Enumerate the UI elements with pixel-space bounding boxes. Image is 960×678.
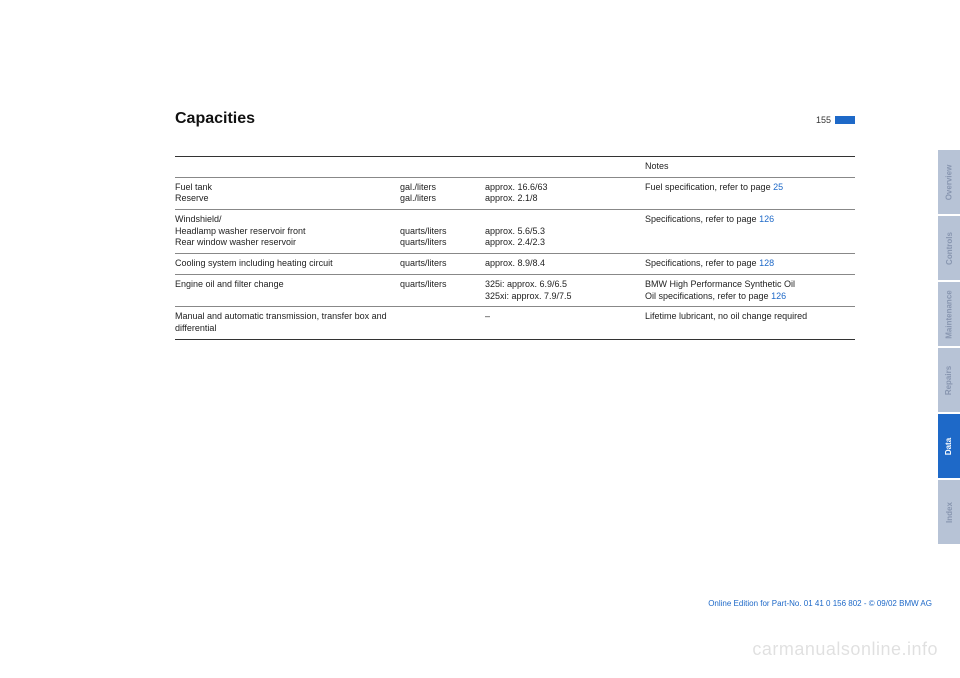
tab-label: Index bbox=[945, 502, 954, 523]
table-row: Windshield/Headlamp washer reservoir fro… bbox=[175, 210, 855, 254]
tab-maintenance[interactable]: Maintenance bbox=[938, 282, 960, 346]
cell-value: approx. 8.9/8.4 bbox=[485, 254, 645, 275]
note-text: Fuel specification, refer to page bbox=[645, 182, 773, 192]
cell-unit: quarts/liters bbox=[400, 274, 485, 306]
tab-repairs[interactable]: Repairs bbox=[938, 348, 960, 412]
page-link[interactable]: 126 bbox=[771, 291, 786, 301]
cell-unit: gal./litersgal./liters bbox=[400, 177, 485, 209]
page-link[interactable]: 25 bbox=[773, 182, 783, 192]
tab-label: Data bbox=[945, 437, 954, 454]
cell-unit bbox=[400, 307, 485, 339]
page-link[interactable]: 126 bbox=[759, 214, 774, 224]
cell-notes: Specifications, refer to page 128 bbox=[645, 254, 855, 275]
note-text: Lifetime lubricant, no oil change requir… bbox=[645, 311, 807, 321]
cell-unit: quarts/litersquarts/liters bbox=[400, 210, 485, 254]
footer-text: Online Edition for Part-No. 01 41 0 156 … bbox=[708, 599, 932, 608]
cell-notes: Fuel specification, refer to page 25 bbox=[645, 177, 855, 209]
page-mark bbox=[835, 116, 855, 124]
tab-overview[interactable]: Overview bbox=[938, 150, 960, 214]
cell-item: Manual and automatic transmission, trans… bbox=[175, 307, 400, 339]
cell-value: – bbox=[485, 307, 645, 339]
cell-item: Cooling system including heating circuit bbox=[175, 254, 400, 275]
cell-value: 325i: approx. 6.9/6.5325xi: approx. 7.9/… bbox=[485, 274, 645, 306]
page-number-group: 155 bbox=[816, 115, 855, 125]
page-title: Capacities bbox=[175, 110, 255, 128]
tab-controls[interactable]: Controls bbox=[938, 216, 960, 280]
note-text: Specifications, refer to page bbox=[645, 258, 759, 268]
note-text: Specifications, refer to page bbox=[645, 214, 759, 224]
tab-label: Maintenance bbox=[945, 290, 954, 338]
tab-data[interactable]: Data bbox=[938, 414, 960, 478]
cell-item: Fuel tankReserve bbox=[175, 177, 400, 209]
table-header-row: Notes bbox=[175, 157, 855, 178]
table-row: Cooling system including heating circuit… bbox=[175, 254, 855, 275]
tab-label: Overview bbox=[945, 164, 954, 200]
cell-item: Engine oil and filter change bbox=[175, 274, 400, 306]
watermark: carmanualsonline.info bbox=[752, 639, 938, 660]
cell-item: Windshield/Headlamp washer reservoir fro… bbox=[175, 210, 400, 254]
cell-value: approx. 16.6/63approx. 2.1/8 bbox=[485, 177, 645, 209]
tab-label: Controls bbox=[945, 232, 954, 265]
cell-notes: Specifications, refer to page 126 bbox=[645, 210, 855, 254]
th-unit bbox=[400, 157, 485, 178]
cell-unit: quarts/liters bbox=[400, 254, 485, 275]
table-row: Manual and automatic transmission, trans… bbox=[175, 307, 855, 339]
tab-label: Repairs bbox=[945, 365, 954, 394]
page-number: 155 bbox=[816, 115, 831, 125]
cell-notes: Lifetime lubricant, no oil change requir… bbox=[645, 307, 855, 339]
th-value bbox=[485, 157, 645, 178]
page-link[interactable]: 128 bbox=[759, 258, 774, 268]
th-item bbox=[175, 157, 400, 178]
side-tabs: Overview Controls Maintenance Repairs Da… bbox=[938, 150, 960, 546]
cell-value: approx. 5.6/5.3approx. 2.4/2.3 bbox=[485, 210, 645, 254]
cell-notes: BMW High Performance Synthetic OilOil sp… bbox=[645, 274, 855, 306]
table-row: Engine oil and filter change quarts/lite… bbox=[175, 274, 855, 306]
capacities-table: Notes Fuel tankReserve gal./litersgal./l… bbox=[175, 156, 855, 340]
tab-index[interactable]: Index bbox=[938, 480, 960, 544]
header-row: Capacities 155 bbox=[175, 110, 855, 128]
th-notes: Notes bbox=[645, 157, 855, 178]
table-row: Fuel tankReserve gal./litersgal./liters … bbox=[175, 177, 855, 209]
page-content: Capacities 155 Notes Fuel tankReserve ga… bbox=[175, 110, 855, 340]
